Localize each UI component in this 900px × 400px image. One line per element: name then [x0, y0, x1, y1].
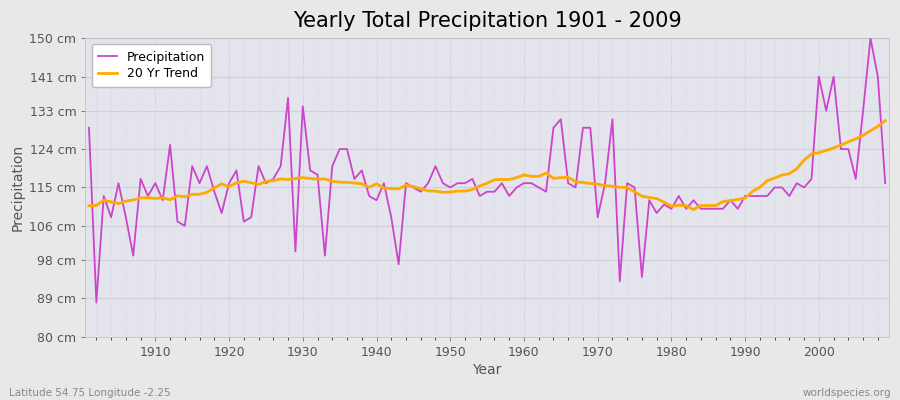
20 Yr Trend: [518, 172, 529, 177]
Precipitation: [91, 300, 102, 305]
20 Yr Trend: [688, 207, 699, 212]
20 Yr Trend: [305, 176, 316, 181]
20 Yr Trend: [880, 118, 891, 123]
Line: Precipitation: Precipitation: [89, 38, 886, 302]
Line: 20 Yr Trend: 20 Yr Trend: [89, 121, 886, 210]
Precipitation: [880, 181, 891, 186]
20 Yr Trend: [511, 175, 522, 180]
Text: Latitude 54.75 Longitude -2.25: Latitude 54.75 Longitude -2.25: [9, 388, 171, 398]
20 Yr Trend: [142, 195, 153, 200]
Precipitation: [518, 181, 529, 186]
Precipitation: [356, 168, 367, 173]
20 Yr Trend: [84, 203, 94, 208]
Precipitation: [526, 181, 536, 186]
Precipitation: [865, 36, 876, 41]
Y-axis label: Precipitation: Precipitation: [11, 144, 25, 231]
Precipitation: [312, 172, 323, 177]
Precipitation: [615, 279, 626, 284]
20 Yr Trend: [607, 184, 617, 188]
Text: worldspecies.org: worldspecies.org: [803, 388, 891, 398]
Precipitation: [84, 125, 94, 130]
Title: Yearly Total Precipitation 1901 - 2009: Yearly Total Precipitation 1901 - 2009: [292, 11, 681, 31]
Legend: Precipitation, 20 Yr Trend: Precipitation, 20 Yr Trend: [92, 44, 212, 87]
20 Yr Trend: [349, 180, 360, 185]
Precipitation: [150, 181, 161, 186]
X-axis label: Year: Year: [472, 363, 502, 377]
